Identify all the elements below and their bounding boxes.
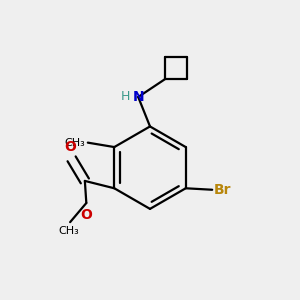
Text: CH₃: CH₃ [65, 138, 85, 148]
Text: O: O [64, 140, 76, 154]
Text: CH₃: CH₃ [58, 226, 79, 236]
Text: H: H [121, 90, 130, 103]
Text: Br: Br [214, 183, 231, 197]
Text: O: O [80, 208, 92, 222]
Text: N: N [132, 90, 144, 104]
